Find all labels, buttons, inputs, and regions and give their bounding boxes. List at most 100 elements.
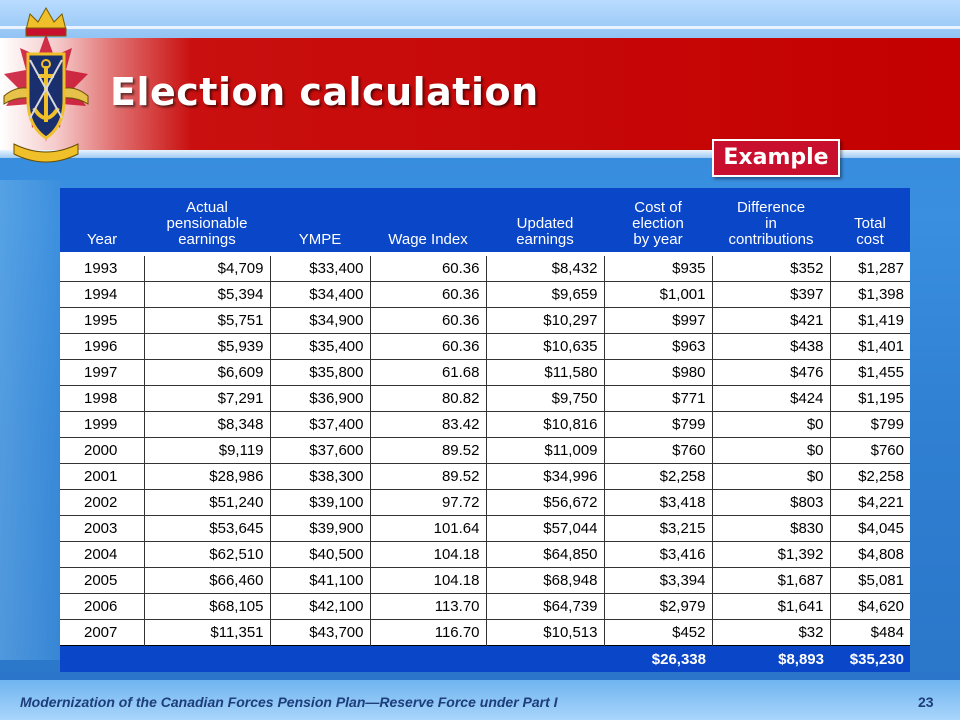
table-cell: $6,609: [144, 359, 271, 386]
table-cell: $1,287: [830, 253, 910, 282]
column-header-line: Total: [854, 215, 886, 232]
table-cell: $1,398: [830, 281, 910, 308]
column-header-line: Wage Index: [388, 231, 468, 248]
total-cell: [370, 645, 486, 672]
total-cell: $35,230: [830, 645, 910, 672]
table-cell: 60.36: [370, 307, 487, 334]
table-cell: 1996: [60, 333, 145, 360]
table-cell: $476: [712, 359, 831, 386]
table-header-row: Year Actual pensionable earnings YMPE Wage In…: [60, 188, 910, 256]
table-cell: $760: [830, 437, 910, 464]
table-cell: $0: [712, 411, 831, 438]
table-row: 2003 $53,645 $39,900 101.64 $57,044 $3,215 $83…: [60, 515, 910, 542]
table-cell: 2003: [60, 515, 145, 542]
totals-row: $26,338 $8,893 $35,230: [60, 645, 910, 672]
table-cell: $1,419: [830, 307, 910, 334]
canadian-forces-crest-icon: [3, 6, 89, 163]
table-cell: 2007: [60, 619, 145, 646]
table-cell: $1,455: [830, 359, 910, 386]
table-cell: $56,672: [486, 489, 605, 516]
table-cell: $10,635: [486, 333, 605, 360]
table-cell: $10,297: [486, 307, 605, 334]
table-cell: $28,986: [144, 463, 271, 490]
table-cell: 104.18: [370, 567, 487, 594]
table-cell: $1,401: [830, 333, 910, 360]
table-cell: 2002: [60, 489, 145, 516]
page-title: Election calculation: [110, 70, 539, 114]
table-cell: 80.82: [370, 385, 487, 412]
table-cell: 2001: [60, 463, 145, 490]
table-cell: $10,513: [486, 619, 605, 646]
table-cell: 1993: [60, 253, 145, 282]
table-cell: $2,258: [604, 463, 713, 490]
table-cell: $5,939: [144, 333, 271, 360]
table-cell: $803: [712, 489, 831, 516]
table-cell: $421: [712, 307, 831, 334]
table-cell: $37,400: [270, 411, 371, 438]
table-cell: $424: [712, 385, 831, 412]
table-cell: 1995: [60, 307, 145, 334]
table-cell: $11,351: [144, 619, 271, 646]
table-cell: $9,750: [486, 385, 605, 412]
table-cell: $8,432: [486, 253, 605, 282]
table-cell: $10,816: [486, 411, 605, 438]
column-header-line: in: [765, 215, 777, 232]
table-cell: $1,687: [712, 567, 831, 594]
table-row: 2004 $62,510 $40,500 104.18 $64,850 $3,416 $1,…: [60, 541, 910, 568]
table-cell: $830: [712, 515, 831, 542]
table-cell: $51,240: [144, 489, 271, 516]
table-cell: $1,392: [712, 541, 831, 568]
table-cell: $4,221: [830, 489, 910, 516]
table-cell: $1,641: [712, 593, 831, 620]
table-cell: $5,751: [144, 307, 271, 334]
column-header-line: pensionable: [166, 215, 248, 232]
column-header: Updated earnings: [486, 188, 604, 256]
table-cell: $1,195: [830, 385, 910, 412]
table-cell: $799: [604, 411, 713, 438]
table-cell: $68,105: [144, 593, 271, 620]
top-accent-line: [0, 26, 960, 29]
table-cell: $0: [712, 437, 831, 464]
table-cell: $43,700: [270, 619, 371, 646]
table-cell: $68,948: [486, 567, 605, 594]
table-cell: $2,258: [830, 463, 910, 490]
table-cell: $352: [712, 253, 831, 282]
column-header: YMPE: [270, 188, 370, 256]
example-badge: Example: [712, 139, 840, 177]
table-cell: 1994: [60, 281, 145, 308]
table-cell: 113.70: [370, 593, 487, 620]
table-cell: $53,645: [144, 515, 271, 542]
footer-text: Modernization of the Canadian Forces Pen…: [20, 694, 558, 710]
table-cell: $66,460: [144, 567, 271, 594]
table-row: 2006 $68,105 $42,100 113.70 $64,739 $2,979 $1,…: [60, 593, 910, 620]
table-cell: 60.36: [370, 333, 487, 360]
table-cell: 89.52: [370, 463, 487, 490]
table-cell: $40,500: [270, 541, 371, 568]
table-row: 2005 $66,460 $41,100 104.18 $68,948 $3,394 $1,…: [60, 567, 910, 594]
table-cell: $7,291: [144, 385, 271, 412]
table-row: 1993 $4,709 $33,400 60.36 $8,432 $935 $352 $1,2…: [60, 253, 910, 282]
table-cell: $64,739: [486, 593, 605, 620]
table-cell: $3,215: [604, 515, 713, 542]
table-cell: $9,659: [486, 281, 605, 308]
page-number: 23: [918, 694, 934, 710]
table-cell: 60.36: [370, 281, 487, 308]
table-row: 1996 $5,939 $35,400 60.36 $10,635 $963 $438 $1,…: [60, 333, 910, 360]
column-header-line: Updated: [516, 215, 574, 232]
title-banner: [0, 38, 960, 150]
table-cell: 2006: [60, 593, 145, 620]
table-cell: $4,045: [830, 515, 910, 542]
total-cell: $26,338: [604, 645, 712, 672]
table-cell: $11,580: [486, 359, 605, 386]
table-cell: $34,400: [270, 281, 371, 308]
table-cell: $0: [712, 463, 831, 490]
table-cell: $1,001: [604, 281, 713, 308]
table-row: 1999 $8,348 $37,400 83.42 $10,816 $799 $0 $799: [60, 411, 910, 438]
table-cell: $42,100: [270, 593, 371, 620]
table-cell: $34,900: [270, 307, 371, 334]
table-cell: 104.18: [370, 541, 487, 568]
column-header-line: earnings: [178, 231, 236, 248]
top-light-band: [0, 0, 960, 40]
table-cell: $484: [830, 619, 910, 646]
table-cell: $963: [604, 333, 713, 360]
